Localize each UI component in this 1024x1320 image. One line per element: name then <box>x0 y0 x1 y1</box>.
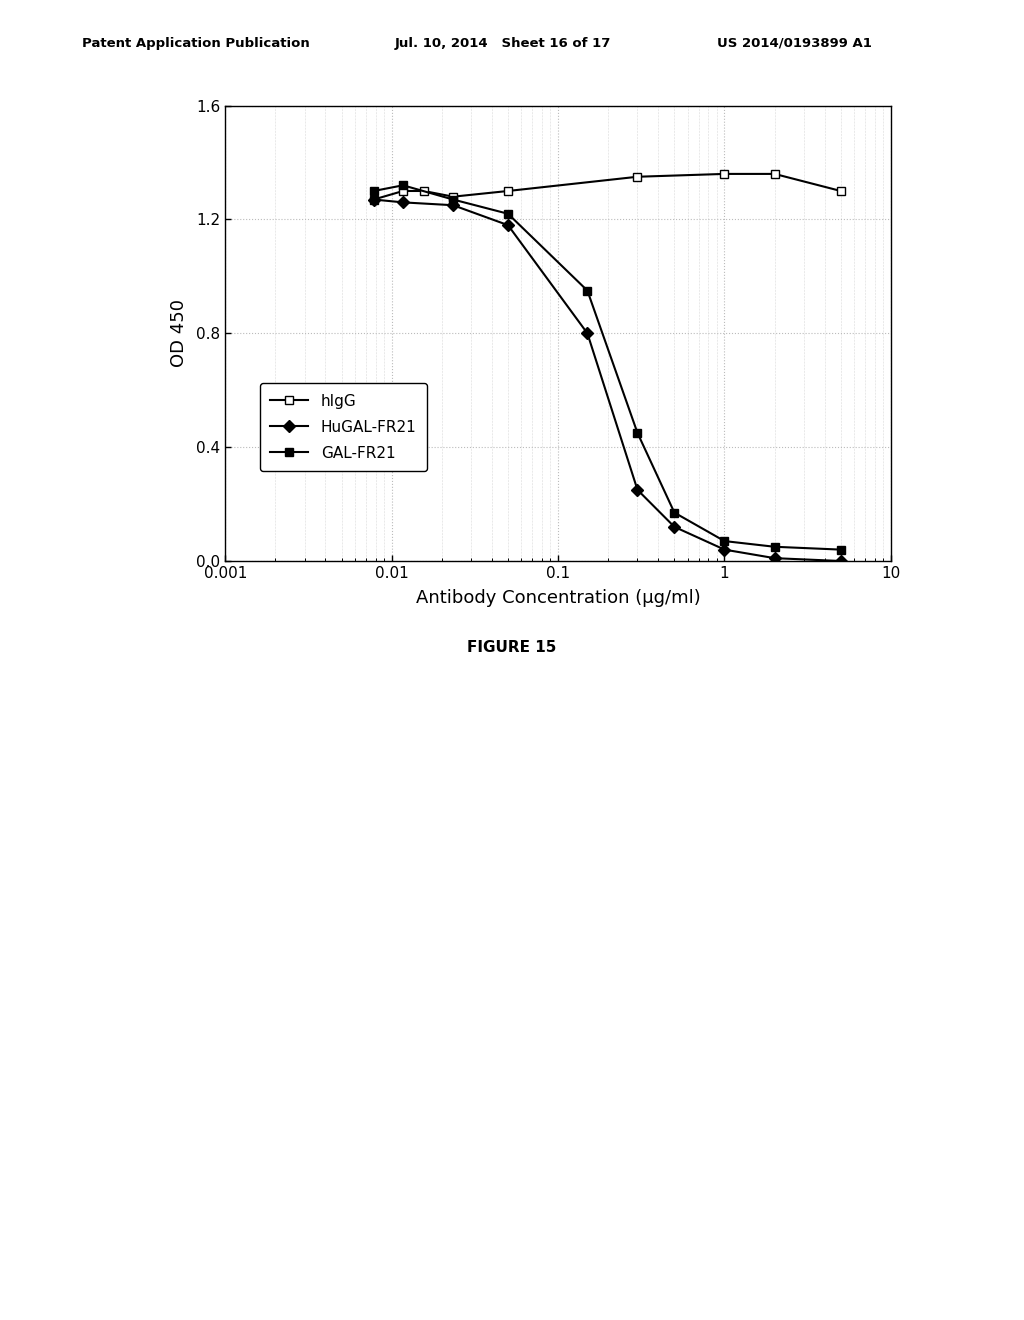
GAL-FR21 <box>632 425 644 441</box>
hIgG <box>397 183 410 199</box>
Line: hIgG: hIgG <box>370 170 845 203</box>
hIgG <box>768 166 780 182</box>
Text: Jul. 10, 2014   Sheet 16 of 17: Jul. 10, 2014 Sheet 16 of 17 <box>394 37 610 50</box>
GAL-FR21 <box>397 177 410 193</box>
hIgG <box>368 191 380 207</box>
GAL-FR21 <box>669 504 681 520</box>
HuGAL-FR21 <box>582 326 594 342</box>
HuGAL-FR21 <box>719 541 731 557</box>
Y-axis label: OD 450: OD 450 <box>170 300 187 367</box>
Text: FIGURE 15: FIGURE 15 <box>467 640 557 655</box>
hIgG <box>418 183 430 199</box>
Text: US 2014/0193899 A1: US 2014/0193899 A1 <box>717 37 871 50</box>
hIgG <box>446 189 459 205</box>
GAL-FR21 <box>582 282 594 298</box>
GAL-FR21 <box>719 533 731 549</box>
Legend: hIgG, HuGAL-FR21, GAL-FR21: hIgG, HuGAL-FR21, GAL-FR21 <box>259 383 427 471</box>
HuGAL-FR21 <box>669 519 681 535</box>
HuGAL-FR21 <box>502 218 514 234</box>
hIgG <box>835 183 847 199</box>
hIgG <box>502 183 514 199</box>
hIgG <box>719 166 731 182</box>
GAL-FR21 <box>502 206 514 222</box>
X-axis label: Antibody Concentration (μg/ml): Antibody Concentration (μg/ml) <box>416 589 700 607</box>
HuGAL-FR21 <box>632 482 644 498</box>
Text: Patent Application Publication: Patent Application Publication <box>82 37 309 50</box>
Line: HuGAL-FR21: HuGAL-FR21 <box>370 195 845 565</box>
Line: GAL-FR21: GAL-FR21 <box>370 181 845 554</box>
GAL-FR21 <box>446 191 459 207</box>
HuGAL-FR21 <box>446 197 459 213</box>
GAL-FR21 <box>768 539 780 554</box>
HuGAL-FR21 <box>397 194 410 210</box>
HuGAL-FR21 <box>768 550 780 566</box>
GAL-FR21 <box>835 541 847 557</box>
HuGAL-FR21 <box>368 191 380 207</box>
HuGAL-FR21 <box>835 553 847 569</box>
hIgG <box>632 169 644 185</box>
GAL-FR21 <box>368 183 380 199</box>
